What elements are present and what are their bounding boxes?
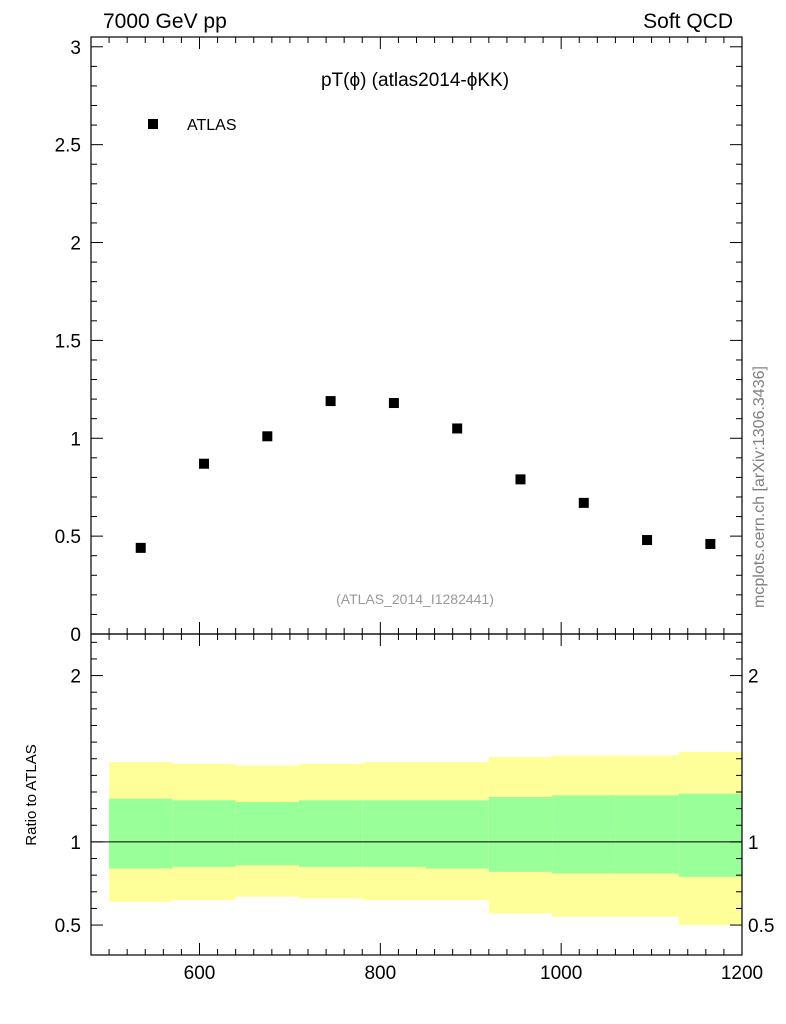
data-point — [262, 431, 273, 442]
x-tick-label: 600 — [184, 963, 216, 984]
main-y-tick-label: 0.5 — [55, 527, 81, 548]
ratio-inner-band — [362, 800, 426, 867]
side-source-label: mcplots.cern.ch [arXiv:1306.3436] — [751, 366, 768, 608]
ratio-inner-band — [172, 800, 236, 867]
x-tick-labels: 600 800 1000 1200 — [184, 963, 763, 984]
data-point — [515, 474, 526, 485]
data-point — [452, 423, 463, 434]
legend-marker — [148, 119, 158, 129]
ratio-inner-band — [109, 798, 173, 869]
data-point — [388, 398, 399, 409]
main-y-tick-label: 1 — [70, 429, 81, 450]
header-right-label: Soft QCD — [643, 10, 733, 33]
x-tick-label: 1200 — [721, 963, 763, 984]
ratio-y-tick-label-right: 0.5 — [748, 916, 774, 937]
ratio-uncertainty-bands — [109, 752, 742, 926]
main-y-tick-label: 0 — [70, 625, 81, 646]
main-data-points — [135, 396, 716, 553]
ratio-inner-band — [615, 795, 679, 874]
ratio-y-axis-label: Ratio to ATLAS — [23, 744, 40, 845]
ratio-inner-band — [425, 800, 489, 869]
main-y-tick-labels: 0 0.5 1 1.5 2 2.5 3 — [55, 38, 81, 646]
analysis-label: (ATLAS_2014_I1282441) — [336, 591, 494, 607]
legend-label-atlas: ATLAS — [187, 117, 237, 134]
data-point — [578, 497, 589, 508]
x-tick-label: 1000 — [540, 963, 582, 984]
ratio-y-tick-label-left: 2 — [70, 667, 81, 688]
main-y-tick-label: 3 — [70, 38, 81, 59]
main-y-tick-label: 2 — [70, 234, 81, 255]
main-y-tick-label: 2.5 — [55, 136, 81, 157]
main-y-tick-label: 1.5 — [55, 331, 81, 352]
x-tick-label: 800 — [364, 963, 396, 984]
ratio-y-tick-labels: 0.5 0.5 1 1 2 2 — [55, 667, 775, 937]
main-title: pT(ϕ) (atlas2014-ϕKK) — [321, 70, 509, 91]
data-point — [199, 458, 210, 469]
header-left-label: 7000 GeV pp — [103, 10, 227, 33]
data-point — [135, 542, 146, 553]
ratio-y-tick-label-left: 1 — [70, 833, 81, 854]
main-panel: pT(ϕ) (atlas2014-ϕKK) 0 0.5 1 1.5 2 2.5 3 ATLA… — [55, 36, 743, 646]
data-point — [325, 396, 336, 407]
ratio-y-tick-label-left: 0.5 — [55, 916, 81, 937]
ratio-inner-band — [552, 795, 616, 874]
ratio-panel: 0.5 0.5 1 1 2 2 600 800 1000 1200 Ratio to ATLAS — [23, 633, 775, 984]
ratio-inner-band — [678, 793, 742, 877]
ratio-y-tick-label-right: 1 — [748, 833, 759, 854]
ratio-inner-band — [488, 796, 553, 872]
ratio-frame — [90, 633, 743, 956]
ratio-y-tick-label-right: 2 — [748, 667, 759, 688]
data-point — [642, 535, 653, 546]
data-point — [705, 538, 716, 549]
ratio-inner-band — [298, 800, 363, 867]
ratio-inner-band — [235, 801, 299, 866]
